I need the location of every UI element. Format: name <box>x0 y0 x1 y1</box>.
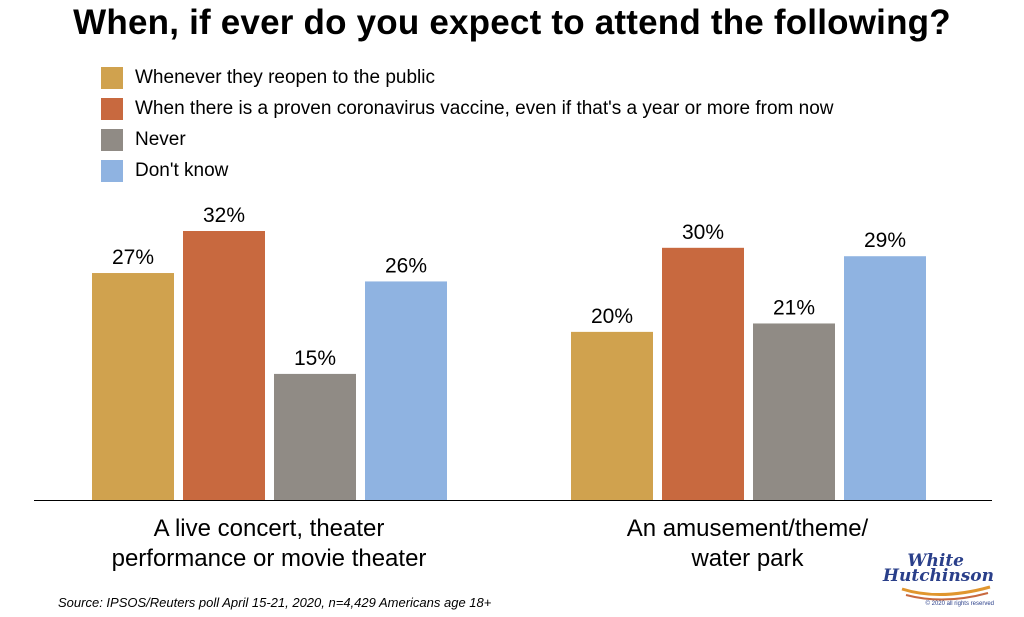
category-label-amusement-park: An amusement/theme/ water park <box>560 514 935 574</box>
logo-swoosh <box>901 585 991 601</box>
legend-item-dont-know: Don't know <box>101 155 834 186</box>
legend-label-vaccine: When there is a proven coronavirus vacci… <box>135 97 834 119</box>
bar-dont-know-0 <box>365 281 447 500</box>
source-note: Source: IPSOS/Reuters poll April 15-21, … <box>58 595 492 610</box>
data-label-never-1: 21% <box>773 296 815 319</box>
data-label-dont-know-0: 26% <box>385 254 427 277</box>
legend-label-never: Never <box>135 128 186 150</box>
data-label-dont-know-1: 29% <box>864 229 906 252</box>
data-label-reopen-1: 20% <box>591 305 633 328</box>
bar-vaccine-1 <box>662 247 744 500</box>
company-logo: White Hutchinson © 2020 all rights reser… <box>883 551 1000 609</box>
category-label-live-concert: A live concert, theater performance or m… <box>84 514 454 574</box>
legend: Whenever they reopen to the public When … <box>101 62 834 186</box>
legend-item-vaccine: When there is a proven coronavirus vacci… <box>101 93 834 124</box>
legend-swatch-dont-know <box>101 159 123 182</box>
data-label-never-0: 15% <box>294 347 336 370</box>
logo-word-1: White <box>907 551 964 571</box>
category-label-line: performance or movie theater <box>111 545 427 572</box>
category-label-line: water park <box>691 545 804 572</box>
data-label-vaccine-0: 32% <box>203 204 245 227</box>
chart-title: When, if ever do you expect to attend th… <box>73 3 951 42</box>
category-label-line: A live concert, theater <box>153 515 385 542</box>
legend-label-reopen: Whenever they reopen to the public <box>135 66 435 88</box>
data-label-vaccine-1: 30% <box>682 221 724 244</box>
legend-swatch-vaccine <box>101 97 123 120</box>
data-label-reopen-0: 27% <box>112 246 154 269</box>
legend-item-never: Never <box>101 124 834 155</box>
bar-dont-know-1 <box>844 256 926 500</box>
category-label-line: An amusement/theme/ <box>626 515 869 542</box>
legend-swatch-reopen <box>101 66 123 89</box>
logo-copyright: © 2020 all rights reserved <box>925 601 994 607</box>
legend-swatch-never <box>101 128 123 151</box>
legend-item-reopen: Whenever they reopen to the public <box>101 62 834 93</box>
bar-vaccine-0 <box>183 231 265 500</box>
bar-reopen-1 <box>571 331 653 500</box>
bar-never-0 <box>274 373 356 500</box>
bar-reopen-0 <box>92 273 174 500</box>
logo-word-2: Hutchinson <box>882 566 994 586</box>
bar-never-1 <box>753 323 835 500</box>
legend-label-dont-know: Don't know <box>135 159 229 181</box>
